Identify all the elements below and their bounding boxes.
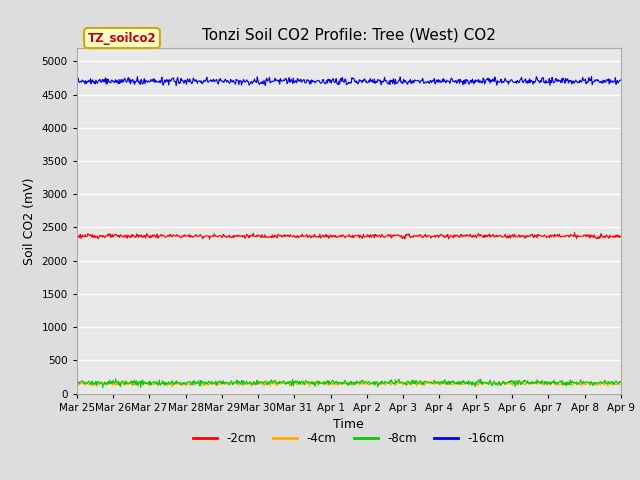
-4cm bbox=[421, 383, 429, 388]
-8cm bbox=[543, 379, 550, 384]
Line: -4cm: -4cm bbox=[77, 381, 621, 387]
Y-axis label: Soil CO2 (mV): Soil CO2 (mV) bbox=[23, 177, 36, 264]
Line: -16cm: -16cm bbox=[77, 77, 621, 85]
-16cm bbox=[617, 77, 625, 83]
-4cm bbox=[617, 382, 625, 388]
-16cm bbox=[172, 83, 180, 88]
-4cm bbox=[543, 381, 550, 386]
-4cm bbox=[168, 384, 176, 390]
-8cm bbox=[404, 379, 412, 384]
-2cm bbox=[486, 234, 494, 240]
-2cm bbox=[390, 233, 397, 239]
Legend: -2cm, -4cm, -8cm, -16cm: -2cm, -4cm, -8cm, -16cm bbox=[188, 428, 509, 450]
-2cm bbox=[404, 232, 412, 238]
-4cm bbox=[404, 381, 412, 386]
-2cm bbox=[73, 234, 81, 240]
-4cm bbox=[487, 380, 495, 386]
-2cm bbox=[205, 237, 213, 242]
-2cm bbox=[420, 233, 428, 239]
Title: Tonzi Soil CO2 Profile: Tree (West) CO2: Tonzi Soil CO2 Profile: Tree (West) CO2 bbox=[202, 28, 496, 43]
Text: TZ_soilco2: TZ_soilco2 bbox=[88, 32, 156, 45]
-2cm bbox=[617, 233, 625, 239]
-16cm bbox=[106, 80, 114, 85]
-16cm bbox=[543, 80, 550, 85]
-8cm bbox=[99, 385, 106, 391]
-16cm bbox=[421, 79, 429, 85]
Line: -2cm: -2cm bbox=[77, 232, 621, 240]
-4cm bbox=[390, 381, 398, 386]
-4cm bbox=[73, 381, 81, 386]
Line: -8cm: -8cm bbox=[77, 379, 621, 388]
-4cm bbox=[106, 381, 114, 386]
-16cm bbox=[73, 80, 81, 86]
-2cm bbox=[571, 229, 579, 235]
-8cm bbox=[421, 379, 429, 384]
-8cm bbox=[112, 376, 120, 382]
-8cm bbox=[617, 379, 625, 385]
-8cm bbox=[107, 381, 115, 386]
-16cm bbox=[404, 79, 412, 84]
X-axis label: Time: Time bbox=[333, 418, 364, 431]
-2cm bbox=[542, 234, 550, 240]
-8cm bbox=[390, 380, 398, 386]
-16cm bbox=[390, 78, 398, 84]
-8cm bbox=[487, 379, 495, 385]
-4cm bbox=[107, 378, 115, 384]
-16cm bbox=[487, 77, 495, 83]
-2cm bbox=[106, 231, 114, 237]
-16cm bbox=[134, 74, 141, 80]
-8cm bbox=[73, 381, 81, 386]
